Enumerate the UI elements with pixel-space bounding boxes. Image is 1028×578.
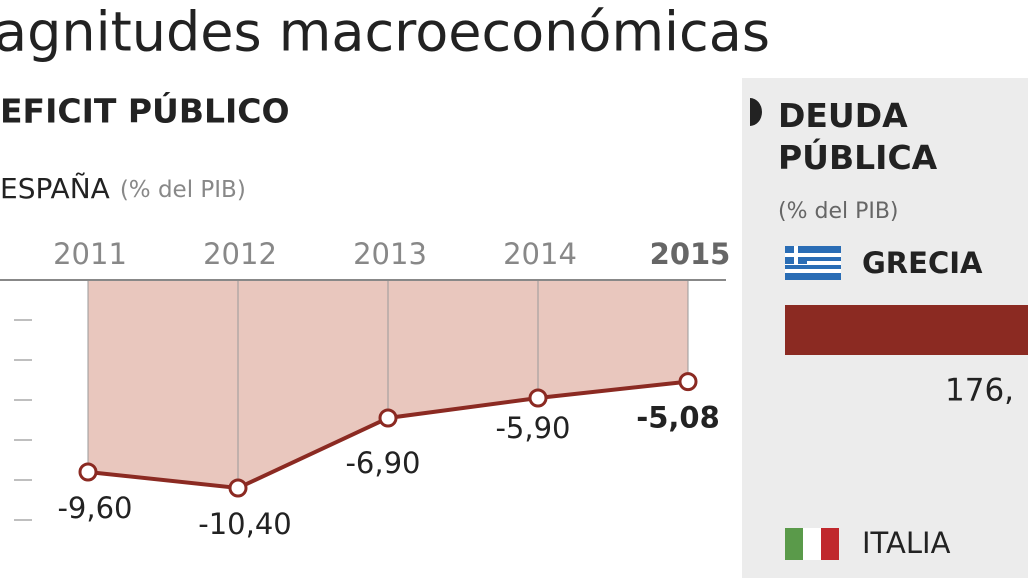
unit: (% del PIB) bbox=[778, 199, 899, 224]
point bbox=[528, 388, 548, 408]
x-tick-label: 2011 bbox=[53, 237, 127, 271]
italian-flag bbox=[785, 528, 839, 560]
bar bbox=[785, 305, 1028, 355]
point bbox=[78, 462, 98, 482]
data-label: -6,90 bbox=[345, 446, 420, 480]
x-tick-label: 2012 bbox=[203, 237, 277, 271]
unit: (% del PIB) bbox=[120, 177, 246, 203]
greek-flag bbox=[785, 246, 841, 280]
point bbox=[378, 408, 398, 428]
data-label: -9,60 bbox=[57, 491, 132, 525]
chart-title: DEUDA PÚBLICA bbox=[778, 96, 938, 177]
point bbox=[678, 372, 698, 392]
chart-title: EFICIT PÚBLICO bbox=[0, 91, 290, 131]
data-label: -10,40 bbox=[198, 507, 292, 541]
data-label: 176, bbox=[945, 373, 1014, 409]
x-tick-label: 2013 bbox=[353, 237, 427, 271]
x-tick-label: 2015 bbox=[650, 237, 731, 271]
category-label: ITALIA bbox=[862, 526, 951, 560]
chart-subtitle: ESPAÑA (% del PIB) bbox=[0, 172, 246, 205]
icon bbox=[750, 98, 762, 126]
x-tick-label: 2014 bbox=[503, 237, 577, 271]
data-label: -5,90 bbox=[495, 411, 570, 445]
category-label: GRECIA bbox=[862, 246, 983, 280]
page-title: agnitudes macroeconómicas bbox=[0, 1, 770, 64]
data-label: -5,08 bbox=[636, 401, 720, 435]
country: ESPAÑA bbox=[0, 172, 110, 205]
point bbox=[228, 478, 248, 498]
